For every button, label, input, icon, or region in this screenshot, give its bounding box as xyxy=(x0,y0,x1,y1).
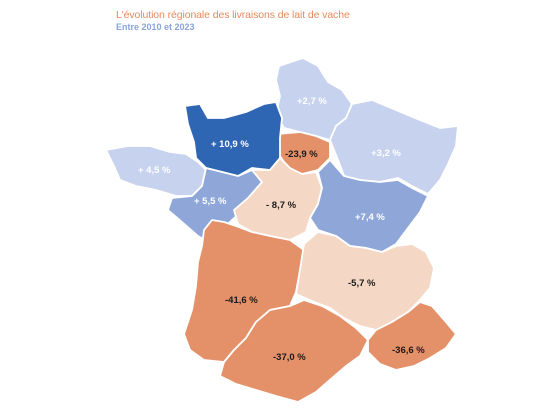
label-occitanie: -37,0 % xyxy=(273,352,306,363)
chart-subtitle: Entre 2010 et 2023 xyxy=(116,22,195,32)
region-grand-est xyxy=(329,99,459,195)
label-auvergne-rhone-alpes: -5,7 % xyxy=(348,278,376,289)
region-auvergne-rhone-alpes xyxy=(295,231,435,331)
region-bourgogne-franche-comte xyxy=(309,159,429,253)
label-ile-de-france: -23,9 % xyxy=(285,149,318,160)
label-bretagne: + 4,5 % xyxy=(138,165,171,176)
label-grand-est: +3,2 % xyxy=(371,148,401,159)
label-normandie: + 10,9 % xyxy=(211,139,249,150)
region-centre-val-de-loire xyxy=(233,157,323,241)
region-occitanie xyxy=(219,299,369,403)
region-provence-alpes-cote-dazur xyxy=(367,301,457,371)
label-pays-de-la-loire: + 5,5 % xyxy=(194,196,227,207)
label-centre-val-de-loire: - 8,7 % xyxy=(266,200,297,211)
label-nouvelle-aquitaine: -41,6 % xyxy=(225,295,258,306)
label-provence-alpes-cote-dazur: -36,6 % xyxy=(392,345,425,356)
label-hauts-de-france: +2,7 % xyxy=(297,96,327,107)
label-bourgogne-franche-comte: +7,4 % xyxy=(355,212,385,223)
chart-title: L'évolution régionale des livraisons de … xyxy=(116,9,350,21)
